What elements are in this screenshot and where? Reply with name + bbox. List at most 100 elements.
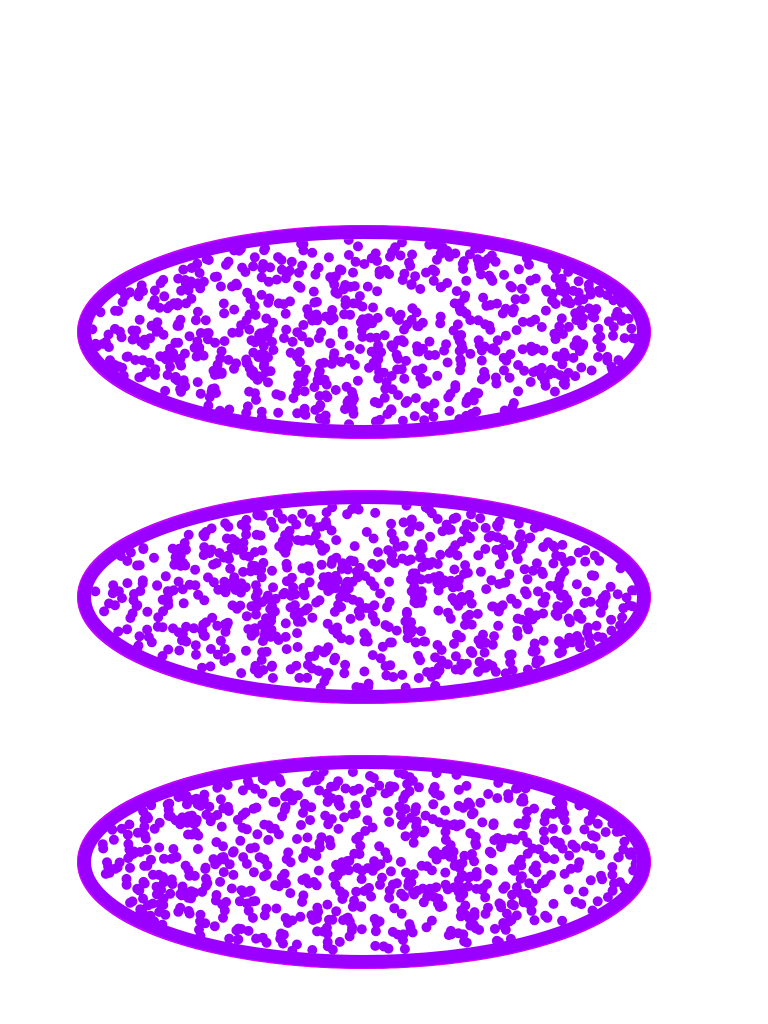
particle-dot — [481, 584, 492, 595]
particle-dot — [198, 795, 209, 806]
particle-dot — [581, 586, 592, 597]
particle-dot — [273, 635, 284, 645]
particle-dot — [585, 289, 596, 300]
particle-dot — [343, 250, 354, 260]
particle-dot — [339, 668, 350, 679]
particle-dot — [139, 830, 150, 841]
particle-dot — [149, 552, 159, 563]
particle-dot — [504, 372, 515, 383]
particle-dot — [174, 645, 185, 656]
particle-dot — [392, 352, 403, 363]
particle-dot — [400, 398, 411, 408]
particle-dot — [621, 592, 632, 603]
particle-dot — [323, 252, 334, 263]
particle-dot — [524, 894, 535, 905]
particle-dot — [204, 548, 215, 559]
particle-dot — [233, 934, 244, 945]
particle-dot — [236, 668, 247, 679]
particle-dot — [333, 823, 344, 834]
particle-dot — [372, 256, 382, 266]
particle-dot — [578, 886, 589, 897]
particle-dot — [127, 896, 138, 907]
particle-dot — [531, 883, 542, 894]
particle-dot — [121, 873, 132, 884]
particle-dot — [154, 842, 165, 853]
particle-dot — [472, 254, 483, 265]
particle-dot — [608, 295, 619, 306]
particle-dot — [524, 878, 535, 889]
particle-dot — [430, 266, 441, 277]
particle-dot — [464, 912, 474, 923]
particle-dot — [452, 319, 463, 330]
particle-dot — [576, 362, 587, 373]
particle-dot — [292, 408, 303, 419]
particle-dot — [263, 834, 274, 845]
particle-dot — [580, 545, 591, 556]
particle-dot — [307, 247, 318, 258]
particle-dot — [373, 373, 384, 384]
particle-dot — [563, 598, 574, 609]
particle-dot — [513, 264, 524, 275]
particle-dot — [588, 843, 599, 854]
particle-dot — [257, 636, 268, 647]
particle-dot — [308, 915, 319, 925]
particle-dot — [125, 862, 135, 873]
particle-dot — [262, 590, 273, 601]
particle-dot — [547, 295, 558, 306]
particle-dot — [349, 895, 360, 906]
particle-dot — [307, 775, 318, 786]
particle-dot — [461, 519, 472, 530]
particle-dot — [227, 327, 238, 338]
particle-dot — [593, 631, 603, 642]
particle-dot — [255, 530, 266, 541]
particle-dot — [519, 564, 530, 575]
particle-dot — [410, 637, 421, 648]
particle-dot — [362, 281, 373, 292]
particle-dot — [389, 903, 400, 914]
particle-dot — [630, 333, 637, 344]
particle-dot — [462, 531, 473, 542]
particle-dot — [279, 333, 289, 344]
particle-dot — [424, 336, 435, 347]
particle-dot — [516, 283, 527, 294]
particle-dot — [422, 861, 432, 872]
particle-dot — [302, 534, 313, 545]
particle-dot — [188, 623, 199, 634]
particle-dot — [498, 883, 509, 894]
particle-dot — [280, 618, 291, 629]
particle-dot — [468, 395, 479, 406]
particle-dot — [176, 285, 187, 296]
particle-dot — [615, 877, 625, 888]
particle-dot — [518, 796, 529, 807]
particle-dot — [547, 823, 558, 834]
particle-dot — [240, 582, 251, 593]
particle-dot — [311, 597, 322, 608]
particle-dot — [337, 329, 348, 340]
particle-dot — [212, 649, 223, 660]
particle-dot — [590, 831, 601, 842]
particle-dot — [227, 577, 238, 588]
particle-dot — [619, 333, 630, 344]
particle-dot — [206, 523, 217, 534]
particle-dot — [398, 337, 409, 348]
particle-dot — [373, 547, 383, 558]
particle-dot — [374, 780, 385, 791]
particle-dot — [473, 335, 484, 346]
particle-dot — [174, 320, 184, 331]
particle-dot — [517, 316, 528, 327]
particle-dot — [178, 598, 189, 609]
particle-dot — [280, 913, 291, 923]
particle-dot — [287, 572, 297, 583]
particle-dot — [103, 329, 114, 340]
particle-dot — [453, 800, 464, 811]
particle-dot — [347, 387, 357, 397]
particle-dot — [321, 507, 332, 518]
particle-dot — [618, 603, 629, 614]
particle-dot — [199, 595, 210, 606]
particle-dot — [158, 274, 169, 285]
particle-dot — [355, 344, 365, 354]
particle-dot — [508, 398, 519, 408]
particle-dot — [549, 386, 560, 397]
particle-dot — [139, 814, 150, 825]
particle-dot — [444, 406, 455, 416]
